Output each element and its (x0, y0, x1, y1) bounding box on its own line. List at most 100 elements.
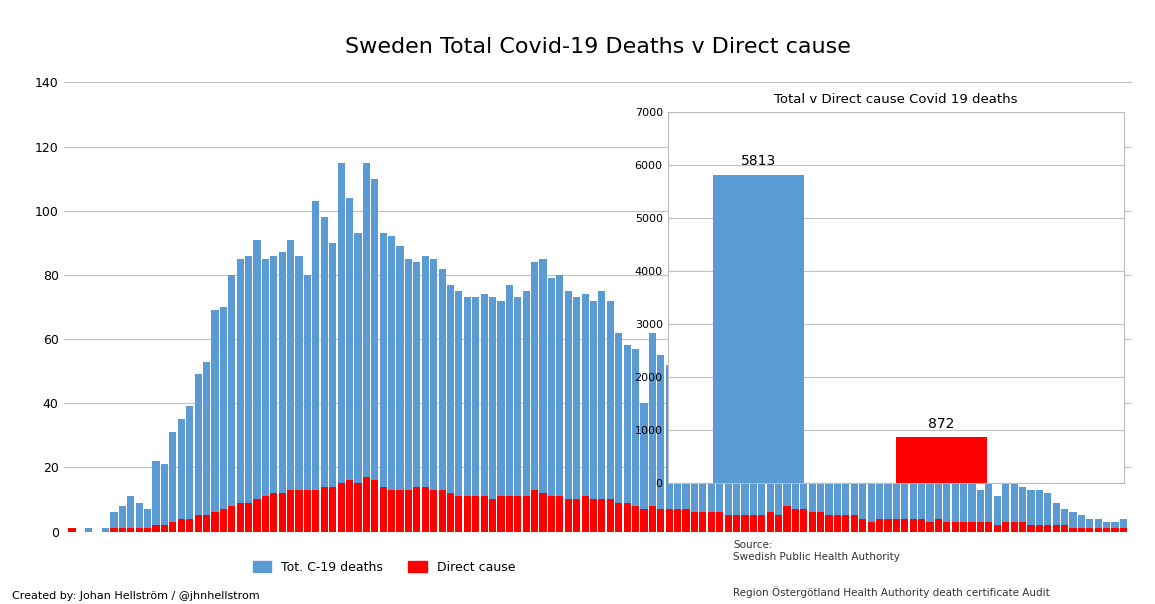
Bar (1111, 522, 1119, 532)
Bar (194, 374, 202, 532)
Bar (447, 493, 454, 532)
Bar (539, 493, 546, 532)
Bar (355, 483, 362, 532)
Bar (842, 426, 849, 532)
Bar (1028, 490, 1035, 532)
Bar (657, 355, 664, 532)
Bar (1003, 483, 1009, 532)
Bar (135, 503, 143, 532)
Bar (624, 345, 631, 532)
Bar (547, 496, 556, 532)
Bar (926, 467, 933, 532)
Bar (396, 246, 403, 532)
Bar (606, 500, 614, 532)
Bar (219, 509, 226, 532)
Bar (910, 455, 917, 532)
Bar (934, 519, 942, 532)
Bar (675, 509, 681, 532)
Bar (616, 503, 623, 532)
Bar (68, 528, 75, 532)
Bar (396, 490, 403, 532)
Bar (304, 275, 311, 532)
Bar (640, 403, 648, 532)
Bar (1078, 528, 1085, 532)
Bar (229, 275, 236, 532)
Bar (590, 500, 597, 532)
Bar (826, 435, 833, 532)
Bar (616, 333, 623, 532)
Bar (944, 474, 951, 532)
Bar (632, 506, 639, 532)
Bar (581, 496, 589, 532)
Bar (1095, 528, 1102, 532)
Bar (1103, 528, 1110, 532)
Bar (506, 284, 513, 532)
Bar (842, 515, 849, 532)
Bar (329, 487, 336, 532)
Bar (590, 301, 597, 532)
Bar (834, 515, 841, 532)
Bar (640, 509, 648, 532)
Bar (68, 528, 75, 532)
Bar (480, 294, 487, 532)
Bar (111, 528, 118, 532)
Bar (792, 509, 799, 532)
Bar (178, 419, 185, 532)
Bar (867, 522, 874, 532)
Bar (439, 490, 446, 532)
Bar (85, 528, 92, 532)
Bar (851, 435, 858, 532)
Bar (1103, 522, 1110, 532)
Bar (724, 515, 731, 532)
Bar (430, 259, 438, 532)
Bar (422, 255, 429, 532)
Bar (144, 509, 151, 532)
Bar (270, 255, 277, 532)
Bar (119, 506, 126, 532)
Text: Created by: Johan Hellström / @jhnhellstrom: Created by: Johan Hellström / @jhnhellst… (12, 591, 259, 601)
Bar (808, 512, 815, 532)
Bar (893, 519, 900, 532)
Bar (624, 503, 631, 532)
Bar (422, 487, 429, 532)
Bar (363, 477, 370, 532)
Bar (119, 528, 126, 532)
Bar (170, 522, 177, 532)
Bar (691, 512, 698, 532)
Bar (969, 522, 976, 532)
Bar (565, 500, 572, 532)
Bar (649, 506, 656, 532)
Bar (918, 464, 925, 532)
Bar (800, 400, 807, 532)
Text: Source:
Swedish Public Health Authority: Source: Swedish Public Health Authority (733, 540, 900, 562)
Bar (355, 233, 362, 532)
Bar (733, 419, 740, 532)
Bar (665, 509, 673, 532)
Bar (1052, 525, 1060, 532)
Bar (1036, 525, 1043, 532)
Bar (952, 522, 959, 532)
Bar (716, 512, 723, 532)
Bar (713, 175, 804, 483)
Bar (859, 451, 866, 532)
Bar (380, 487, 387, 532)
Bar (1070, 528, 1076, 532)
Bar (896, 437, 986, 483)
Bar (514, 297, 521, 532)
Bar (211, 512, 218, 532)
Bar (245, 503, 252, 532)
Bar (447, 284, 454, 532)
Bar (724, 416, 731, 532)
Bar (371, 179, 379, 532)
Bar (952, 483, 959, 532)
Bar (161, 464, 167, 532)
Bar (321, 487, 328, 532)
Bar (405, 259, 412, 532)
Bar (489, 297, 497, 532)
Bar (102, 528, 110, 532)
Bar (708, 406, 715, 532)
Text: Region Östergötland Health Authority death certificate Audit: Region Östergötland Health Authority dea… (733, 586, 1050, 598)
Bar (1061, 525, 1068, 532)
Bar (1036, 490, 1043, 532)
Bar (783, 355, 790, 532)
